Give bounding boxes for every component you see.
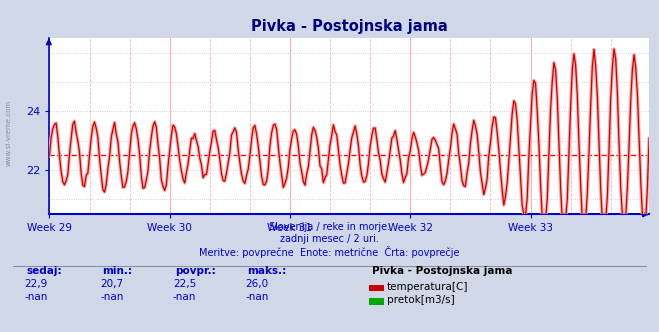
Text: -nan: -nan (100, 292, 124, 302)
Text: 22,5: 22,5 (173, 279, 196, 289)
Text: Meritve: povprečne  Enote: metrične  Črta: povprečje: Meritve: povprečne Enote: metrične Črta:… (199, 246, 460, 258)
Text: Slovenija / reke in morje.: Slovenija / reke in morje. (269, 222, 390, 232)
Text: temperatura[C]: temperatura[C] (387, 282, 469, 292)
Text: povpr.:: povpr.: (175, 266, 215, 276)
Text: 22,9: 22,9 (24, 279, 48, 289)
Text: zadnji mesec / 2 uri.: zadnji mesec / 2 uri. (280, 234, 379, 244)
Title: Pivka - Postojnska jama: Pivka - Postojnska jama (251, 19, 447, 34)
Text: -nan: -nan (173, 292, 196, 302)
Text: Pivka - Postojnska jama: Pivka - Postojnska jama (372, 266, 513, 276)
Text: sedaj:: sedaj: (26, 266, 62, 276)
Text: min.:: min.: (102, 266, 132, 276)
Text: pretok[m3/s]: pretok[m3/s] (387, 295, 455, 305)
Text: -nan: -nan (24, 292, 48, 302)
Text: 26,0: 26,0 (245, 279, 269, 289)
Text: maks.:: maks.: (247, 266, 287, 276)
Text: -nan: -nan (245, 292, 269, 302)
Text: 20,7: 20,7 (100, 279, 124, 289)
Text: www.si-vreme.com: www.si-vreme.com (5, 100, 12, 166)
